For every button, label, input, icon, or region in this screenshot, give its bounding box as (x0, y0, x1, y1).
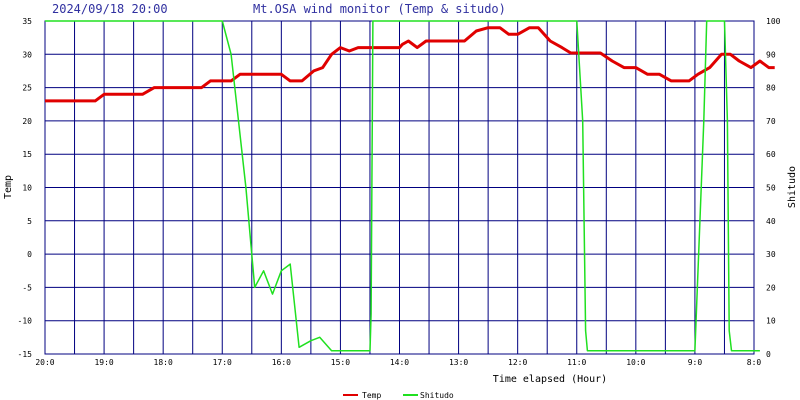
y-right-tick-label: 60 (766, 150, 776, 159)
y-right-tick-label: 10 (766, 317, 776, 326)
legend: Temp Shitudo (343, 391, 454, 400)
y-right-tick-label: 70 (766, 117, 776, 126)
y-left-tick-label: 10 (22, 184, 32, 193)
y-right-tick-label: 0 (766, 350, 771, 359)
y-left-tick-label: 25 (22, 84, 32, 93)
x-tick-label: 16:0 (272, 358, 291, 367)
y-right-tick-label: 50 (766, 184, 776, 193)
x-tick-label: 20:0 (35, 358, 54, 367)
legend-label-temp: Temp (362, 391, 381, 400)
y-left-tick-label: 0 (27, 250, 32, 259)
y-axis-right-label: Shitudo (787, 166, 798, 208)
x-tick-label: 11:0 (567, 358, 586, 367)
left-ticks: 35 30 25 20 15 10 5 0 -5 -10 -15 (18, 17, 33, 359)
y-left-tick-label: 15 (22, 150, 32, 159)
y-left-tick-label: -10 (18, 317, 33, 326)
series-line-shitudo (45, 20, 760, 352)
y-left-tick-label: 30 (22, 50, 32, 59)
y-right-tick-label: 30 (766, 250, 776, 259)
y-right-tick-label: 80 (766, 84, 776, 93)
y-right-tick-label: 20 (766, 283, 776, 292)
x-tick-label: 10:0 (626, 358, 645, 367)
y-right-tick-label: 40 (766, 217, 776, 226)
y-left-tick-label: 35 (22, 17, 32, 26)
y-right-tick-label: 90 (766, 50, 776, 59)
x-tick-label: 18:0 (154, 358, 173, 367)
x-tick-label: 12:0 (508, 358, 527, 367)
x-tick-label: 17:0 (213, 358, 232, 367)
y-left-tick-label: 5 (27, 217, 32, 226)
x-axis-label: Time elapsed (Hour) (493, 374, 607, 385)
x-ticks: 20:0 19:0 18:0 17:0 16:0 15:0 14:0 13:0 12:0 11:0… (35, 358, 761, 367)
date-time-label: 2024/09/18 20:00 (52, 2, 168, 16)
x-tick-label: 14:0 (390, 358, 409, 367)
x-tick-label: 8:0 (747, 358, 762, 367)
grid-layer (44, 20, 755, 355)
y-left-tick-label: -5 (22, 283, 32, 292)
x-tick-label: 13:0 (449, 358, 468, 367)
series-layer (45, 20, 775, 352)
x-tick-label: 15:0 (331, 358, 350, 367)
series-line-temp (45, 26, 775, 103)
y-axis-left-label: Temp (3, 175, 14, 199)
chart-title: Mt.OSA wind monitor (Temp & situdo) (253, 2, 506, 16)
x-tick-label: 19:0 (94, 358, 113, 367)
legend-label-shitudo: Shitudo (420, 391, 454, 400)
y-left-tick-label: 20 (22, 117, 32, 126)
y-right-tick-label: 100 (766, 17, 781, 26)
x-tick-label: 9:0 (688, 358, 703, 367)
y-left-tick-label: -15 (18, 350, 33, 359)
